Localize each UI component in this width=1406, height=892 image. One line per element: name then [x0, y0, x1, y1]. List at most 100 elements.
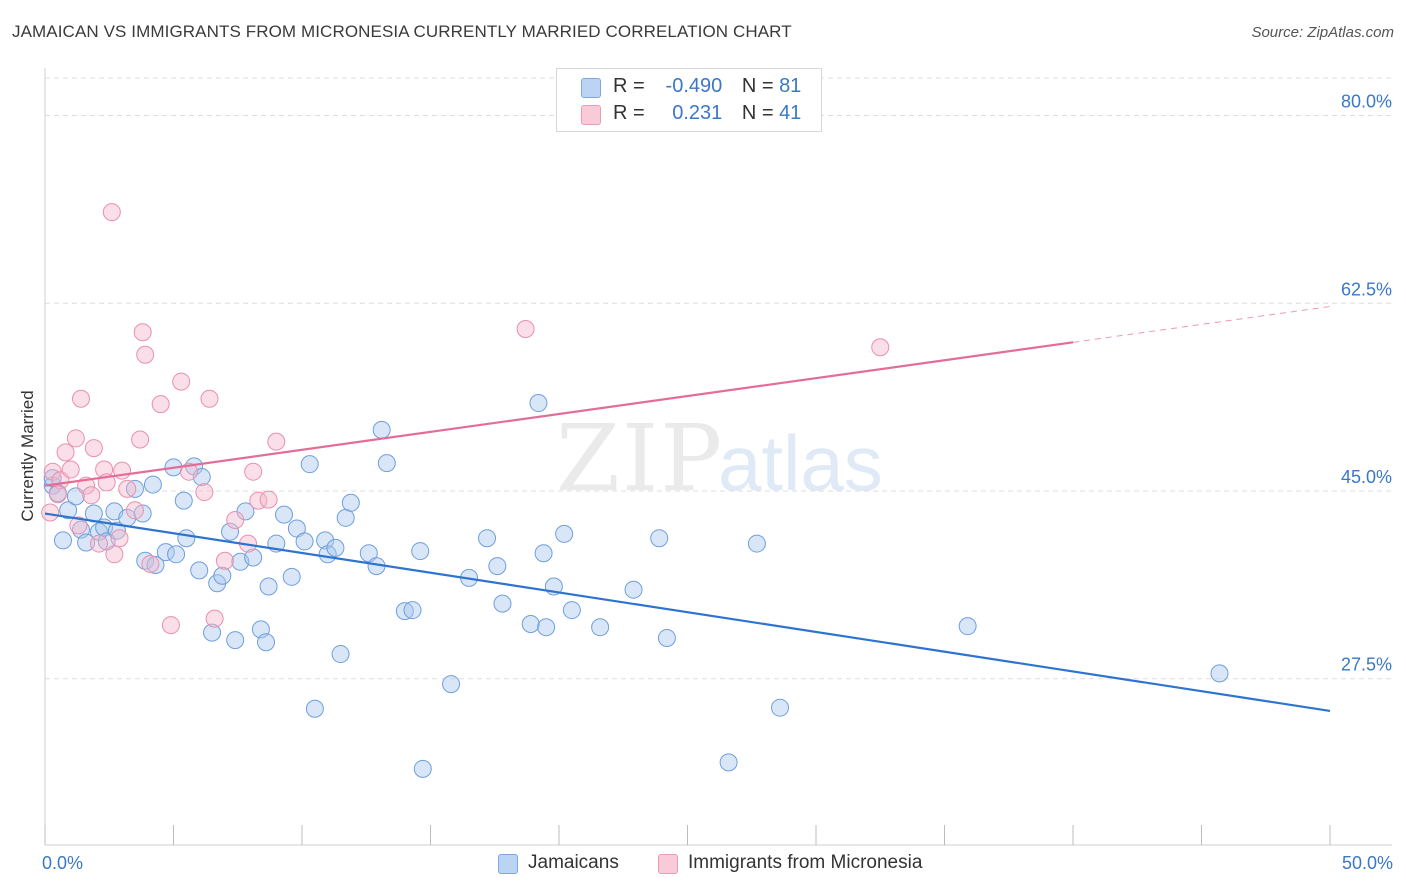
jamaican-point — [521, 615, 540, 634]
jamaican-point — [213, 566, 232, 585]
jamaican-point — [395, 602, 414, 621]
jamaican-point — [300, 455, 319, 474]
micronesia-point — [195, 483, 214, 502]
micronesia-point — [226, 510, 245, 529]
y-tick-label: 27.5% — [1341, 655, 1392, 675]
legend-swatch-blue — [498, 854, 518, 874]
grid-lines — [45, 77, 1392, 680]
jamaican-point — [1210, 664, 1229, 683]
jamaican-point — [529, 394, 548, 413]
micronesia-point — [56, 443, 75, 462]
legend-n-value: 41 — [779, 102, 802, 124]
micronesia-point — [66, 429, 85, 448]
micronesia-point — [516, 320, 535, 339]
micronesia-point — [61, 460, 80, 479]
legend-r-label: R = — [613, 75, 645, 97]
micronesia-point — [151, 395, 170, 414]
jamaican-point — [562, 601, 581, 620]
bottom-legend-label: Jamaicans — [528, 852, 619, 873]
jamaican-point — [282, 567, 301, 586]
jamaican-point — [372, 420, 391, 439]
jamaican-point — [143, 475, 162, 494]
jamaican-point — [624, 580, 643, 599]
jamaican-point — [591, 618, 610, 637]
legend-swatch-pink — [658, 854, 678, 874]
legend-r-value: 0.231 — [672, 102, 723, 124]
y-tick-label: 80.0% — [1341, 92, 1392, 112]
micronesia-point — [48, 485, 67, 504]
micronesia-point — [71, 389, 90, 408]
micronesia-point — [89, 534, 108, 553]
micronesia-point — [131, 430, 150, 449]
jamaican-point — [493, 594, 512, 613]
jamaican-point — [377, 454, 396, 473]
jamaican-point — [413, 759, 432, 778]
jamaican-point — [59, 501, 78, 520]
legend-r-value: -0.490 — [665, 75, 723, 97]
jamaican-point — [341, 493, 360, 512]
jamaican-point — [534, 544, 553, 563]
jamaican-point — [259, 577, 278, 596]
jamaican-point — [657, 628, 676, 647]
jamaican-point — [146, 556, 165, 575]
legend-swatch-blue — [581, 78, 601, 98]
micronesia-point — [259, 490, 278, 509]
micronesia-point — [69, 516, 88, 535]
jamaican-point — [719, 753, 738, 772]
micronesia-point — [179, 462, 198, 481]
jamaican-trend-line — [44, 512, 1331, 712]
x-tick-label: 0.0% — [42, 853, 83, 873]
jamaican-point — [77, 533, 96, 552]
micronesia-point — [102, 203, 121, 222]
micronesia-point — [205, 609, 224, 628]
micronesia-point — [110, 529, 129, 548]
jamaican-point — [53, 531, 72, 550]
jamaican-point — [478, 529, 497, 548]
jamaican-point — [107, 521, 126, 540]
jamaican-point — [275, 505, 294, 524]
micronesia-trend-line — [44, 341, 1074, 487]
y-tick-label: 62.5% — [1341, 279, 1392, 299]
jamaican-point — [295, 532, 314, 551]
micronesia-point — [84, 439, 103, 458]
micronesia-point — [105, 545, 124, 564]
jamaican-point — [244, 548, 263, 567]
jamaican-point — [257, 633, 276, 652]
micronesia-trend-extension — [1072, 305, 1331, 343]
jamaican-point — [305, 699, 324, 718]
chart-title: JAMAICAN VS IMMIGRANTS FROM MICRONESIA C… — [12, 22, 792, 41]
micronesia-point — [161, 616, 180, 635]
jamaican-point — [442, 675, 461, 694]
micronesia-point — [215, 551, 234, 570]
tick-labels: 27.5% 45.0% 62.5% 80.0% 0.0% 50.0% — [42, 92, 1393, 873]
y-axis-label: Currently Married — [18, 390, 37, 521]
micronesia-point — [136, 345, 155, 364]
micronesia-point — [141, 554, 160, 573]
jamaican-point — [203, 623, 222, 642]
jamaican-point — [177, 529, 196, 548]
axes — [44, 68, 1392, 846]
jamaican-point — [403, 601, 422, 620]
data-points — [41, 203, 1229, 778]
trend-lines — [44, 305, 1331, 712]
jamaican-point — [488, 557, 507, 576]
jamaican-point — [771, 698, 790, 717]
micronesia-point — [82, 486, 101, 505]
legend-r-label: R = — [613, 102, 645, 124]
jamaican-point — [174, 491, 193, 510]
jamaican-point — [190, 561, 209, 580]
bottom-legend-label: Immigrants from Micronesia — [688, 852, 923, 873]
jamaican-point — [650, 529, 669, 548]
watermark-atlas: atlas — [718, 419, 883, 507]
legend-n-label: N = — [741, 75, 774, 97]
correlation-legend: R = -0.490 N = 81 R = 0.231 N = 41 — [556, 68, 822, 132]
jamaican-point — [747, 534, 766, 553]
jamaican-point — [555, 524, 574, 543]
micronesia-point — [125, 501, 144, 520]
micronesia-point — [41, 503, 60, 522]
legend-swatch-pink — [581, 105, 601, 125]
watermark: ZIP atlas — [556, 405, 883, 512]
jamaican-point — [411, 542, 430, 561]
legend-n-label: N = — [741, 102, 774, 124]
